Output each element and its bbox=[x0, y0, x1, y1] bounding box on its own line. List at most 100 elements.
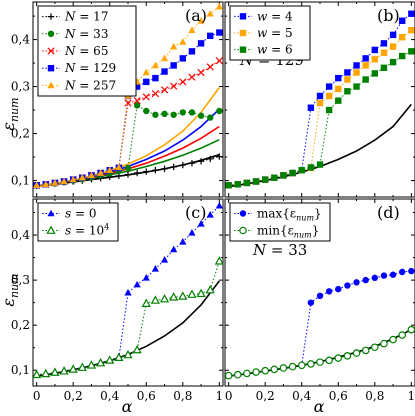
plot-area bbox=[225, 267, 415, 380]
data-point bbox=[151, 61, 160, 69]
data-point bbox=[124, 164, 132, 172]
data-point bbox=[133, 102, 141, 109]
data-point bbox=[252, 368, 260, 376]
legend-entry: N = 33 bbox=[42, 27, 108, 41]
data-point bbox=[87, 171, 96, 179]
data-point bbox=[197, 112, 205, 119]
data-point bbox=[361, 346, 370, 355]
data-point bbox=[380, 64, 388, 71]
data-point bbox=[187, 289, 197, 298]
legend-marker bbox=[47, 47, 55, 55]
data-point bbox=[115, 163, 123, 171]
data-point bbox=[132, 344, 142, 354]
data-point bbox=[188, 48, 196, 55]
data-point bbox=[344, 76, 351, 83]
data-point bbox=[69, 175, 77, 183]
x-tick-label: 0 bbox=[33, 389, 41, 403]
data-point bbox=[133, 280, 141, 288]
data-point bbox=[362, 55, 369, 62]
data-point bbox=[142, 93, 150, 101]
data-point bbox=[243, 179, 251, 187]
y-tick-label: 0,2 bbox=[11, 318, 30, 332]
data-point bbox=[68, 364, 78, 373]
data-point bbox=[335, 74, 342, 82]
data-point bbox=[298, 167, 305, 174]
data-point bbox=[399, 17, 406, 24]
panel-b: (b)N = 129w = 4w = 5w = 6 bbox=[224, 1, 415, 198]
data-point bbox=[316, 99, 324, 107]
data-point bbox=[188, 109, 196, 116]
y-axis-label-main: ε bbox=[0, 298, 18, 307]
data-point bbox=[106, 166, 114, 174]
data-point bbox=[399, 268, 406, 276]
legend-label: max{εnum} bbox=[257, 207, 322, 223]
panel-label: (d) bbox=[377, 203, 400, 222]
data-point bbox=[380, 49, 388, 56]
data-point bbox=[344, 282, 351, 289]
data-point bbox=[170, 82, 178, 90]
legend-marker bbox=[47, 81, 55, 89]
data-point bbox=[169, 292, 179, 301]
data-point bbox=[399, 34, 406, 41]
data-point bbox=[316, 292, 324, 300]
data-point bbox=[371, 56, 379, 63]
data-point bbox=[142, 274, 150, 281]
data-point bbox=[216, 107, 223, 115]
y-tick-label: 0,4 bbox=[11, 228, 30, 242]
data-point bbox=[59, 366, 69, 375]
legend-marker bbox=[46, 225, 56, 234]
data-point bbox=[197, 40, 205, 47]
data-point bbox=[142, 68, 150, 76]
data-point bbox=[124, 171, 132, 178]
data-point bbox=[335, 85, 342, 93]
data-point bbox=[160, 86, 169, 94]
data-point bbox=[362, 276, 369, 284]
data-point bbox=[353, 83, 360, 90]
theory-curve bbox=[228, 103, 412, 188]
y-tick-label: 0,1 bbox=[11, 174, 30, 188]
data-point bbox=[124, 288, 132, 296]
data-point bbox=[159, 293, 170, 303]
data-point bbox=[179, 78, 187, 86]
legend-label: w = 5 bbox=[257, 26, 293, 40]
data-point bbox=[353, 62, 360, 69]
plot-area bbox=[225, 10, 415, 189]
data-point bbox=[152, 74, 159, 82]
y-axis-label-sub: num bbox=[8, 273, 21, 298]
data-point bbox=[215, 57, 223, 65]
plot-area bbox=[33, 2, 223, 189]
x-tick-label: 0,2 bbox=[64, 389, 83, 403]
theory-curve bbox=[36, 125, 220, 188]
legend-label: N = 33 bbox=[64, 27, 108, 41]
data-point bbox=[325, 83, 333, 90]
legend-marker bbox=[239, 210, 247, 217]
data-point bbox=[270, 365, 279, 374]
data-point bbox=[325, 356, 333, 365]
data-point bbox=[33, 369, 42, 379]
data-point bbox=[380, 339, 388, 348]
data-point bbox=[188, 159, 196, 167]
legend: s = 0 s = 104 bbox=[37, 202, 119, 242]
data-point bbox=[279, 364, 288, 372]
legend: w = 4 w = 5 w = 6 bbox=[229, 5, 311, 61]
legend-entry: N = 65 bbox=[42, 44, 108, 58]
legend-label: w = 6 bbox=[257, 43, 293, 57]
data-point bbox=[150, 295, 161, 304]
panel-a: 0,1 0,2 0,3 0,4 (a) N = 17 N = 33 N = 65 N = 129… bbox=[11, 1, 224, 198]
y-axis-label-top: εnum bbox=[0, 97, 21, 130]
data-point bbox=[352, 349, 361, 357]
panels: 0,1 0,2 0,3 0,4 (a) N = 17 N = 33 N = 65 N = 129… bbox=[11, 1, 415, 403]
data-point bbox=[124, 99, 132, 107]
series bbox=[33, 256, 223, 379]
data-point bbox=[161, 110, 168, 118]
legend-label: N = 65 bbox=[64, 44, 108, 58]
data-point bbox=[407, 325, 415, 334]
data-point bbox=[371, 274, 379, 282]
data-point bbox=[371, 46, 379, 54]
series bbox=[33, 2, 223, 189]
data-point bbox=[95, 357, 106, 367]
data-point bbox=[160, 54, 169, 62]
y-tick-label: 0,1 bbox=[11, 363, 30, 377]
data-point bbox=[105, 355, 115, 364]
